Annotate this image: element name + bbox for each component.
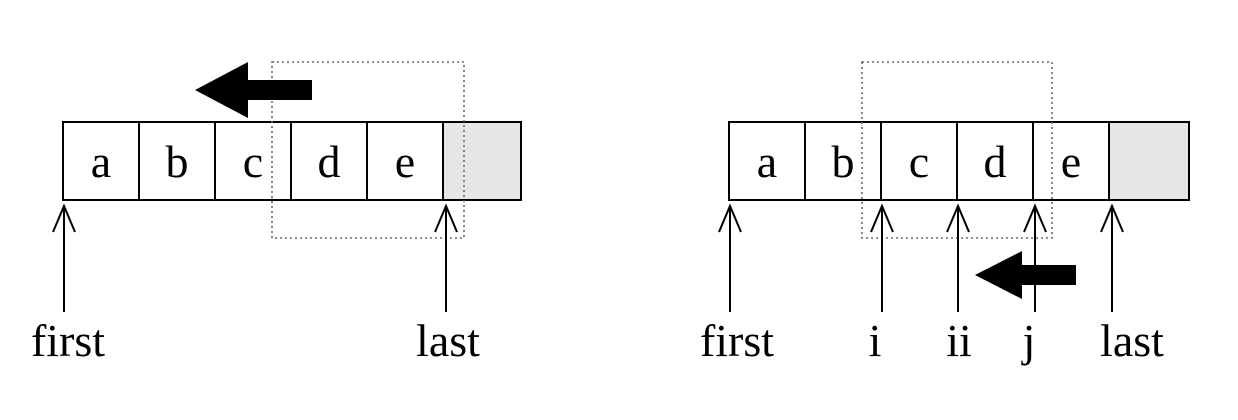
- left-cell-b: [138, 121, 216, 201]
- left-cell-e-label: e: [395, 136, 415, 187]
- right-cell-d-label: d: [984, 136, 1007, 187]
- left-cell-a: [62, 121, 140, 201]
- left-cell-d-label: d: [318, 136, 341, 187]
- left-pointer-last: last: [416, 203, 480, 366]
- right-pointer-first: first: [700, 203, 774, 366]
- left-pointer-last-arrowhead-icon: [434, 203, 458, 233]
- right-cell-e: [1032, 121, 1110, 201]
- right-pointer-j: j: [1021, 203, 1047, 366]
- right-cell-c: [880, 121, 958, 201]
- left-cell-a-label: a: [91, 136, 111, 187]
- right-cell-d: [956, 121, 1034, 201]
- right-cell-a: [728, 121, 806, 201]
- right-cell-b-label: b: [832, 136, 855, 187]
- left-diagram: a b c d e first last: [31, 61, 522, 366]
- left-cell-empty: [442, 121, 522, 201]
- left-cell-e: [366, 121, 444, 201]
- right-pointer-j-label: j: [1021, 315, 1036, 366]
- right-pointer-ii-arrowhead-icon: [946, 203, 970, 233]
- right-pointer-first-arrowhead-icon: [718, 203, 742, 233]
- right-pointer-i-arrowhead-icon: [870, 203, 894, 233]
- left-cell-b-label: b: [166, 136, 189, 187]
- right-pointer-first-label: first: [700, 315, 774, 366]
- right-shift-arrow-icon: [975, 251, 1076, 299]
- right-cell-b: [804, 121, 882, 201]
- left-array: a b c d e: [62, 121, 522, 201]
- right-pointer-last: last: [1100, 203, 1164, 366]
- right-pointer-j-arrowhead-icon: [1023, 203, 1047, 233]
- right-pointer-last-label: last: [1100, 315, 1164, 366]
- right-pointer-i-label: i: [869, 315, 882, 366]
- right-cell-empty: [1108, 121, 1190, 201]
- right-pointer-i: i: [869, 203, 894, 366]
- right-cell-a-label: a: [757, 136, 777, 187]
- left-pointer-first-arrowhead-icon: [52, 203, 76, 233]
- right-cell-c-label: c: [909, 136, 929, 187]
- left-dotted-window: [271, 61, 465, 239]
- right-pointer-last-arrowhead-icon: [1100, 203, 1124, 233]
- right-array: a b c d e: [728, 121, 1190, 201]
- right-pointer-ii-label: ii: [946, 315, 972, 366]
- right-pointer-ii: ii: [946, 203, 972, 366]
- left-shift-arrow-icon: [195, 62, 312, 118]
- left-cell-c: [214, 121, 292, 201]
- left-pointer-first-label: first: [31, 315, 105, 366]
- right-diagram: a b c d e first i ii: [700, 61, 1190, 366]
- left-cell-c-label: c: [243, 136, 263, 187]
- right-cell-e-label: e: [1061, 136, 1081, 187]
- left-pointer-first: first: [31, 203, 105, 366]
- left-pointer-last-label: last: [416, 315, 480, 366]
